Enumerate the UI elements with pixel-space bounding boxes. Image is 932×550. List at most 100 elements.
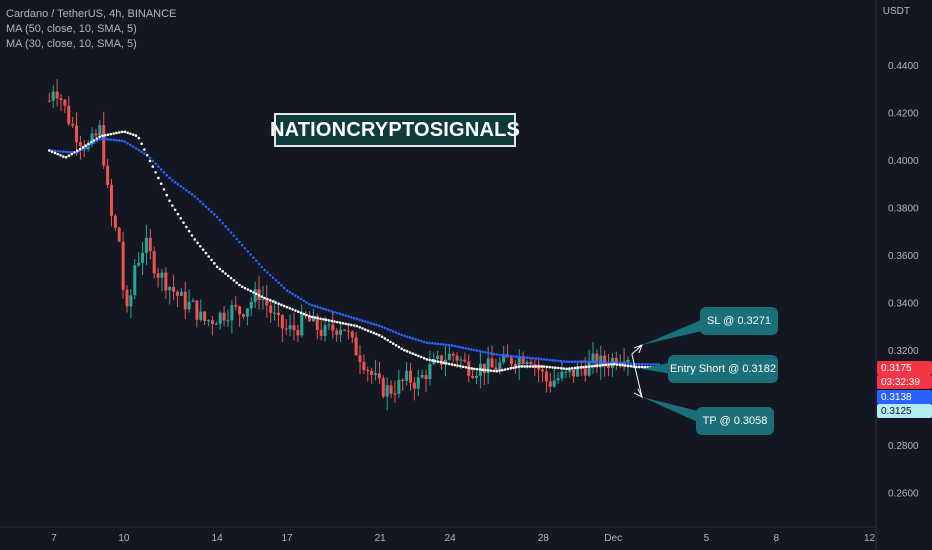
ma30-point [95, 137, 99, 140]
candle-body [242, 314, 246, 317]
ma30-value-tag: 0.3125 [877, 404, 932, 418]
candle-body [564, 371, 568, 373]
ma30-point [428, 358, 431, 362]
ma50-point [506, 354, 510, 358]
ma50-point [456, 345, 459, 348]
ma30-point [165, 193, 169, 197]
ma50-point [545, 358, 549, 362]
ma50-point [380, 325, 384, 329]
ma50-point [254, 259, 258, 263]
ma30-point [584, 365, 588, 369]
ma30-point [268, 298, 272, 302]
candle-body [121, 241, 125, 290]
candle-body [214, 323, 218, 325]
ma50-point [291, 292, 294, 296]
ma50-point [394, 331, 398, 334]
ma50-point [601, 361, 605, 364]
ma30-legend[interactable]: MA (30, close, 10, SMA, 5) [6, 38, 137, 50]
ma50-point [453, 344, 457, 348]
ma30-point [229, 276, 233, 280]
ma30-point [397, 345, 401, 349]
ma50-point [62, 150, 65, 153]
ma30-point [590, 364, 594, 368]
ma30-point [92, 139, 96, 142]
ma50-point [176, 182, 180, 186]
ma30-point [526, 365, 529, 368]
ma30-point [73, 151, 76, 154]
candle-body [595, 353, 599, 368]
ma30-point [442, 361, 445, 365]
ma30-point [350, 323, 353, 327]
ma50-point [218, 218, 222, 222]
ma50-point [375, 323, 378, 327]
ma30-point [414, 353, 417, 357]
candle-body [245, 308, 249, 317]
ma50-point [98, 137, 101, 141]
axis-unit-label: USDT [882, 6, 910, 17]
ma30-point [604, 363, 608, 367]
ma30-point [288, 306, 292, 310]
ma50-point [134, 147, 138, 150]
x-tick-label: 8 [774, 533, 780, 544]
ma50-point [53, 149, 57, 153]
ma30-point [366, 329, 370, 332]
sl-arrow-line [631, 344, 643, 355]
ma50-point [473, 348, 476, 352]
ma30-point [224, 272, 227, 275]
ma50-point [226, 228, 230, 231]
ma30-point [187, 229, 191, 233]
ma50-point [411, 337, 415, 340]
ma30-point [215, 265, 219, 269]
ma50-point [350, 315, 353, 319]
ma30-point [523, 365, 526, 368]
ma50-point [277, 281, 280, 285]
candle-body [475, 375, 479, 378]
ma50-point [347, 315, 350, 318]
ma50-point [509, 354, 512, 358]
ma30-point [512, 366, 515, 370]
ma50-point [165, 173, 169, 177]
candle-body [377, 373, 381, 379]
symbol-title[interactable]: Cardano / TetherUS, 4h, BINANCE [6, 8, 177, 20]
ma30-point [537, 365, 540, 368]
ma50-point [487, 351, 490, 355]
ma30-point [380, 335, 384, 339]
candle-body [420, 375, 424, 378]
ma50-point [646, 363, 649, 366]
ma30-point [137, 136, 141, 140]
candle-body [424, 375, 428, 380]
ma30-point [98, 135, 101, 139]
ma50-legend[interactable]: MA (50, close, 10, SMA, 5) [6, 23, 137, 35]
ma50-point [193, 195, 197, 198]
ma30-point [369, 330, 373, 334]
ma30-point [629, 364, 633, 368]
ma50-point [249, 253, 252, 256]
ma50-point [363, 320, 367, 323]
ma30-point [573, 366, 577, 370]
x-tick-label: 21 [375, 533, 387, 544]
candle-body [335, 330, 339, 335]
ma30-point [182, 221, 185, 224]
watermark-banner: NATIONCRYPTOSIGNALS [270, 113, 520, 147]
candle-body [175, 291, 179, 296]
ma30-point [489, 369, 493, 372]
ma30-point [299, 311, 303, 315]
ma30-point [542, 365, 546, 368]
ma50-point [626, 362, 630, 365]
ma30-point [587, 365, 591, 368]
ma30-point [394, 343, 398, 347]
candle-body [381, 378, 385, 397]
ma50-point [408, 336, 412, 339]
ma30-point [67, 154, 71, 157]
ma30-point [361, 327, 364, 330]
ma50-point [542, 358, 546, 361]
ma50-point [143, 152, 146, 155]
ma30-point [123, 130, 127, 134]
ma50-point [621, 362, 624, 365]
y-tick-label: 0.2800 [888, 441, 919, 452]
ma50-point [607, 361, 610, 364]
ma50-point [503, 354, 507, 357]
ma50-point [271, 276, 275, 279]
ma50-point [89, 142, 93, 146]
